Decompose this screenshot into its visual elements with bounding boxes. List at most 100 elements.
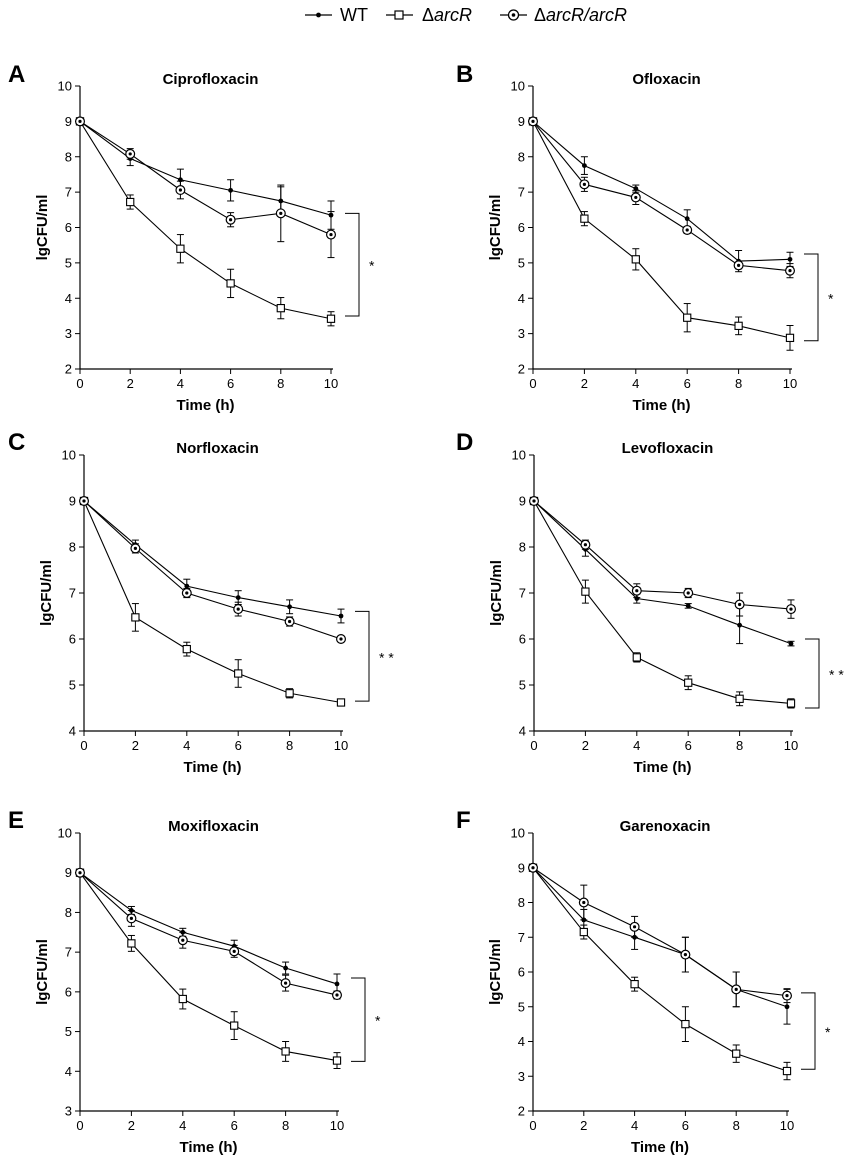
data-point-complemented-center	[738, 602, 742, 607]
series-line-complemented	[83, 500, 342, 640]
x-axis-label: Time (h)	[183, 759, 241, 776]
y-axis-label: lgCFU/ml	[488, 560, 505, 626]
y-axis-label: lgCFU/ml	[487, 195, 504, 261]
significance-marker: *	[369, 258, 375, 274]
x-tick-label: 8	[735, 376, 742, 391]
panel-e: E Moxifloxacin 3 4 5 6 7 8 9 10 0 2 4 6 8 10 lgCFU/ml Tim…	[8, 807, 381, 1156]
legend-complemented-delta: Δ	[534, 5, 546, 25]
x-tick-label: 2	[580, 1118, 587, 1133]
data-point-arcr	[281, 1047, 290, 1056]
y-tick-label: 7	[518, 185, 525, 200]
data-point-complemented-center	[634, 195, 638, 200]
data-point-arcr	[732, 1049, 741, 1058]
data-point-arcr	[332, 1056, 342, 1065]
data-point-arcr	[276, 304, 285, 313]
panel-label: A	[8, 61, 25, 88]
y-tick-label: 10	[511, 826, 525, 841]
data-point-arcr	[234, 669, 243, 678]
y-tick-label: 3	[518, 326, 525, 341]
panel-label: F	[456, 807, 471, 834]
significance-bracket	[801, 992, 816, 1070]
legend: WT ΔarcR ΔarcR/arcR	[305, 5, 627, 25]
legend-entry-arcr: ΔarcR	[386, 5, 472, 25]
y-tick-label: 9	[518, 114, 525, 129]
x-axis-label: Time (h)	[632, 397, 690, 414]
significance-marker: *	[375, 1013, 381, 1029]
series-line-wt	[79, 120, 332, 216]
y-tick-label: 9	[518, 860, 525, 875]
y-tick-label: 5	[65, 1024, 72, 1039]
panel-d: D Levofloxacin 4 5 6 7 8 9 10 0 2 4 6 8 10 lgCFU/ml Time…	[456, 429, 844, 776]
data-point-arcr	[176, 244, 185, 253]
data-point-complemented-center	[329, 232, 333, 237]
series-line-wt	[532, 120, 791, 262]
x-tick-label: 0	[80, 738, 87, 753]
y-tick-label: 9	[519, 494, 526, 509]
significance-marker: *	[828, 290, 834, 306]
data-point-wt	[684, 216, 690, 222]
data-point-complemented-center	[82, 499, 86, 503]
data-point-complemented-center	[236, 607, 240, 611]
data-point-arcr	[632, 653, 641, 662]
legend-arcr-marker-icon	[394, 10, 404, 20]
y-tick-label: 5	[518, 255, 525, 270]
legend-entry-wt: WT	[305, 5, 368, 25]
x-tick-label: 6	[684, 376, 691, 391]
series-line-complemented	[533, 500, 792, 610]
x-tick-label: 2	[132, 738, 139, 753]
series-line-wt	[79, 872, 338, 985]
x-tick-label: 10	[784, 738, 798, 753]
significance-marker: * *	[379, 649, 394, 665]
x-tick-label: 8	[282, 1118, 289, 1133]
legend-wt-marker-icon	[316, 12, 321, 18]
legend-complemented-name: arcR/arcR	[546, 5, 627, 25]
data-point-wt	[235, 595, 241, 600]
y-tick-label: 7	[518, 930, 525, 945]
y-tick-label: 4	[69, 724, 76, 739]
data-point-arcr	[580, 214, 589, 223]
data-point-complemented-center	[737, 263, 741, 267]
data-point-complemented-center	[635, 589, 639, 593]
x-axis-label: Time (h)	[176, 397, 234, 414]
series-line-arcr	[79, 872, 338, 1062]
data-point-complemented-center	[335, 993, 339, 997]
series-line-arcr	[533, 500, 792, 704]
data-point-wt	[633, 186, 639, 191]
x-tick-label: 4	[179, 1118, 186, 1133]
data-point-arcr	[579, 927, 588, 937]
series-line-wt	[532, 867, 788, 1008]
y-axis-label: lgCFU/ml	[34, 939, 51, 1005]
x-tick-label: 4	[177, 376, 184, 391]
x-tick-label: 2	[582, 738, 589, 753]
data-point-complemented-center	[686, 591, 690, 595]
data-point-complemented-center	[582, 900, 586, 905]
x-tick-label: 4	[633, 738, 640, 753]
x-tick-label: 0	[529, 376, 536, 391]
x-tick-label: 8	[277, 376, 284, 391]
data-point-arcr	[230, 1021, 239, 1030]
panel-label: C	[8, 429, 25, 456]
y-tick-label: 3	[518, 1069, 525, 1084]
series-line-arcr	[79, 121, 332, 320]
y-tick-label: 5	[518, 999, 525, 1014]
series-complemented	[527, 862, 792, 1008]
data-point-complemented-center	[785, 994, 789, 998]
data-point-wt	[784, 1004, 790, 1010]
data-point-arcr	[127, 939, 136, 948]
x-tick-label: 0	[76, 376, 83, 391]
panel-title: Garenoxacin	[620, 818, 711, 835]
panel-title: Levofloxacin	[622, 440, 714, 457]
series-complemented	[528, 496, 796, 619]
panel-label: B	[456, 61, 473, 88]
significance-marker: *	[825, 1024, 831, 1040]
panel-label: D	[456, 429, 473, 456]
y-tick-label: 5	[65, 255, 72, 270]
data-point-complemented-center	[582, 182, 587, 186]
data-point-wt	[737, 622, 742, 628]
legend-arcr-name: arcR	[434, 5, 472, 25]
data-point-wt	[788, 641, 794, 646]
data-point-complemented-center	[181, 938, 185, 942]
